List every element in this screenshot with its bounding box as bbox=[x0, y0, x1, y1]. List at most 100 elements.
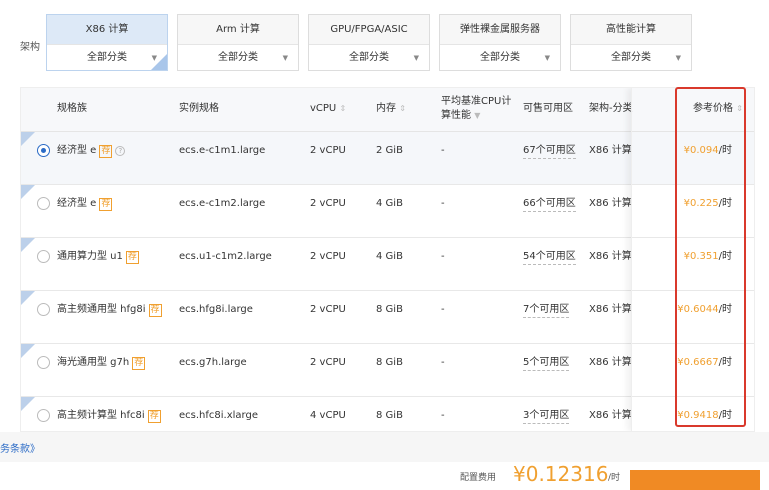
spec-cell: ecs.e-c1m2.large bbox=[179, 198, 266, 209]
new-corner-icon bbox=[21, 344, 35, 358]
sort-icon[interactable]: ⇕ bbox=[339, 104, 347, 113]
perf-cell: - bbox=[441, 304, 445, 315]
row-radio[interactable] bbox=[37, 197, 50, 210]
arch-option-title[interactable]: X86 计算 bbox=[47, 15, 167, 45]
col-price[interactable]: 参考价格 ⇕ bbox=[693, 103, 743, 114]
arch-cell: X86 计算 bbox=[589, 357, 631, 368]
zones-cell[interactable]: 66个可用区 bbox=[523, 197, 576, 212]
arch-cell: X86 计算 bbox=[589, 251, 631, 262]
sort-icon[interactable]: ⇕ bbox=[399, 104, 406, 113]
perf-cell: - bbox=[441, 145, 445, 156]
filter-icon[interactable]: ▼ bbox=[474, 111, 481, 120]
arch-option[interactable]: X86 计算 全部分类 ▼ bbox=[46, 14, 168, 71]
new-corner-icon bbox=[21, 185, 35, 199]
family-cell: 通用算力型 u1 荐 bbox=[57, 251, 139, 264]
spec-cell: ecs.hfg8i.large bbox=[179, 304, 253, 315]
family-cell: 高主频计算型 hfc8i 荐 bbox=[57, 410, 161, 423]
new-corner-icon bbox=[21, 291, 35, 305]
row-radio[interactable] bbox=[37, 303, 50, 316]
zones-cell[interactable]: 5个可用区 bbox=[523, 356, 570, 371]
arch-option[interactable]: Arm 计算 全部分类 ▼ bbox=[177, 14, 299, 71]
category-dropdown[interactable]: 全部分类 ▼ bbox=[47, 45, 167, 71]
price-cell: ¥0.6044/时 bbox=[677, 304, 732, 315]
arch-cell: X86 计算 bbox=[589, 145, 631, 156]
col-perf[interactable]: 平均基准CPU计 算性能 ▼ bbox=[441, 96, 512, 121]
mem-cell: 4 GiB bbox=[376, 251, 403, 262]
caret-down-icon: ▼ bbox=[544, 54, 550, 62]
family-cell: 经济型 e 荐? bbox=[57, 144, 126, 158]
zones-cell[interactable]: 7个可用区 bbox=[523, 303, 570, 318]
vcpu-cell: 2 vCPU bbox=[310, 198, 346, 209]
col-spec: 实例规格 bbox=[179, 103, 219, 114]
mem-cell: 8 GiB bbox=[376, 304, 403, 315]
category-dropdown[interactable]: 全部分类 ▼ bbox=[309, 45, 429, 71]
arch-cell: X86 计算 bbox=[589, 304, 631, 315]
sort-icon[interactable]: ⇕ bbox=[736, 104, 743, 113]
terms-link[interactable]: 务条款》 bbox=[0, 444, 40, 455]
family-cell: 海光通用型 g7h 荐 bbox=[57, 357, 146, 370]
mem-cell: 4 GiB bbox=[376, 198, 403, 209]
row-radio[interactable] bbox=[37, 409, 50, 422]
new-corner-icon bbox=[21, 397, 35, 411]
arch-option-title[interactable]: Arm 计算 bbox=[178, 15, 298, 45]
instance-table: 规格族 实例规格 vCPU ⇕ 内存 ⇕ 平均基准CPU计 算性能 ▼ 可售可用区… bbox=[20, 87, 755, 432]
row-radio[interactable] bbox=[37, 356, 50, 369]
spec-cell: ecs.e-c1m1.large bbox=[179, 145, 266, 156]
perf-cell: - bbox=[441, 410, 445, 421]
category-dropdown[interactable]: 全部分类 ▼ bbox=[571, 45, 691, 71]
price-cell: ¥0.6667/时 bbox=[677, 357, 732, 368]
arch-option[interactable]: 高性能计算 全部分类 ▼ bbox=[570, 14, 692, 71]
recommend-badge: 荐 bbox=[148, 304, 162, 317]
vcpu-cell: 4 vCPU bbox=[310, 410, 346, 421]
terms-bar: 务条款》 bbox=[0, 432, 769, 462]
caret-down-icon: ▼ bbox=[675, 54, 681, 62]
perf-cell: - bbox=[441, 357, 445, 368]
zones-cell[interactable]: 54个可用区 bbox=[523, 250, 576, 265]
arch-option[interactable]: 弹性裸金属服务器 全部分类 ▼ bbox=[439, 14, 561, 71]
recommend-badge: 荐 bbox=[132, 357, 146, 370]
perf-cell: - bbox=[441, 198, 445, 209]
col-mem[interactable]: 内存 ⇕ bbox=[376, 103, 406, 114]
new-corner-icon bbox=[21, 132, 35, 146]
arch-option-title[interactable]: GPU/FPGA/ASIC bbox=[309, 15, 429, 45]
category-dropdown[interactable]: 全部分类 ▼ bbox=[178, 45, 298, 71]
fee-unit: /时 bbox=[608, 473, 621, 483]
category-dropdown[interactable]: 全部分类 ▼ bbox=[440, 45, 560, 71]
price-cell: ¥0.9418/时 bbox=[677, 410, 732, 421]
price-cell: ¥0.094/时 bbox=[683, 145, 732, 156]
arch-cell: X86 计算 bbox=[589, 410, 631, 421]
help-icon[interactable]: ? bbox=[115, 146, 126, 156]
family-cell: 高主频通用型 hfg8i 荐 bbox=[57, 304, 162, 317]
recommend-badge: 荐 bbox=[125, 251, 139, 264]
buy-button[interactable] bbox=[630, 470, 760, 490]
spec-cell: ecs.hfc8i.xlarge bbox=[179, 410, 258, 421]
fixed-price-column bbox=[631, 88, 754, 431]
vcpu-cell: 2 vCPU bbox=[310, 304, 346, 315]
col-zones: 可售可用区 bbox=[523, 103, 573, 114]
arch-option[interactable]: GPU/FPGA/ASIC 全部分类 ▼ bbox=[308, 14, 430, 71]
row-radio[interactable] bbox=[37, 250, 50, 263]
arch-option-title[interactable]: 高性能计算 bbox=[571, 15, 691, 45]
row-radio[interactable] bbox=[37, 144, 50, 157]
recommend-badge: 荐 bbox=[147, 410, 161, 423]
price-highlight-box bbox=[675, 87, 746, 427]
vcpu-cell: 2 vCPU bbox=[310, 251, 346, 262]
spec-cell: ecs.g7h.large bbox=[179, 357, 247, 368]
arch-option-title[interactable]: 弹性裸金属服务器 bbox=[440, 15, 560, 45]
vcpu-cell: 2 vCPU bbox=[310, 357, 346, 368]
mem-cell: 8 GiB bbox=[376, 357, 403, 368]
recommend-badge: 荐 bbox=[99, 198, 113, 211]
zones-cell[interactable]: 3个可用区 bbox=[523, 409, 570, 424]
col-family: 规格族 bbox=[57, 103, 87, 114]
col-arch: 架构-分类 bbox=[589, 103, 633, 114]
perf-cell: - bbox=[441, 251, 445, 262]
arch-cell: X86 计算 bbox=[589, 198, 631, 209]
col-vcpu[interactable]: vCPU ⇕ bbox=[310, 103, 347, 114]
zones-cell[interactable]: 67个可用区 bbox=[523, 144, 576, 159]
new-corner-icon bbox=[21, 238, 35, 252]
mem-cell: 2 GiB bbox=[376, 145, 403, 156]
spec-cell: ecs.u1-c1m2.large bbox=[179, 251, 272, 262]
price-cell: ¥0.225/时 bbox=[683, 198, 732, 209]
recommend-badge: 荐 bbox=[99, 145, 113, 158]
